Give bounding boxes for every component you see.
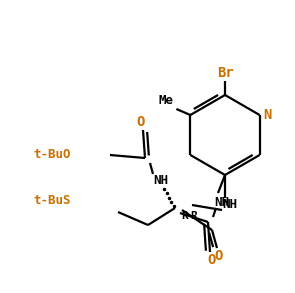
Text: R: R (182, 211, 189, 221)
Text: R: R (191, 211, 197, 221)
Text: O: O (208, 253, 216, 267)
Text: t-BuO: t-BuO (33, 149, 71, 161)
Text: NH: NH (214, 195, 230, 209)
Text: t-BuS: t-BuS (33, 193, 71, 207)
Text: O: O (137, 115, 145, 129)
Text: Br: Br (217, 66, 233, 80)
Text: Me: Me (159, 95, 174, 108)
Text: NH: NH (222, 198, 237, 212)
Text: O: O (215, 249, 223, 263)
Text: NH: NH (153, 175, 168, 188)
Text: N: N (263, 108, 272, 122)
